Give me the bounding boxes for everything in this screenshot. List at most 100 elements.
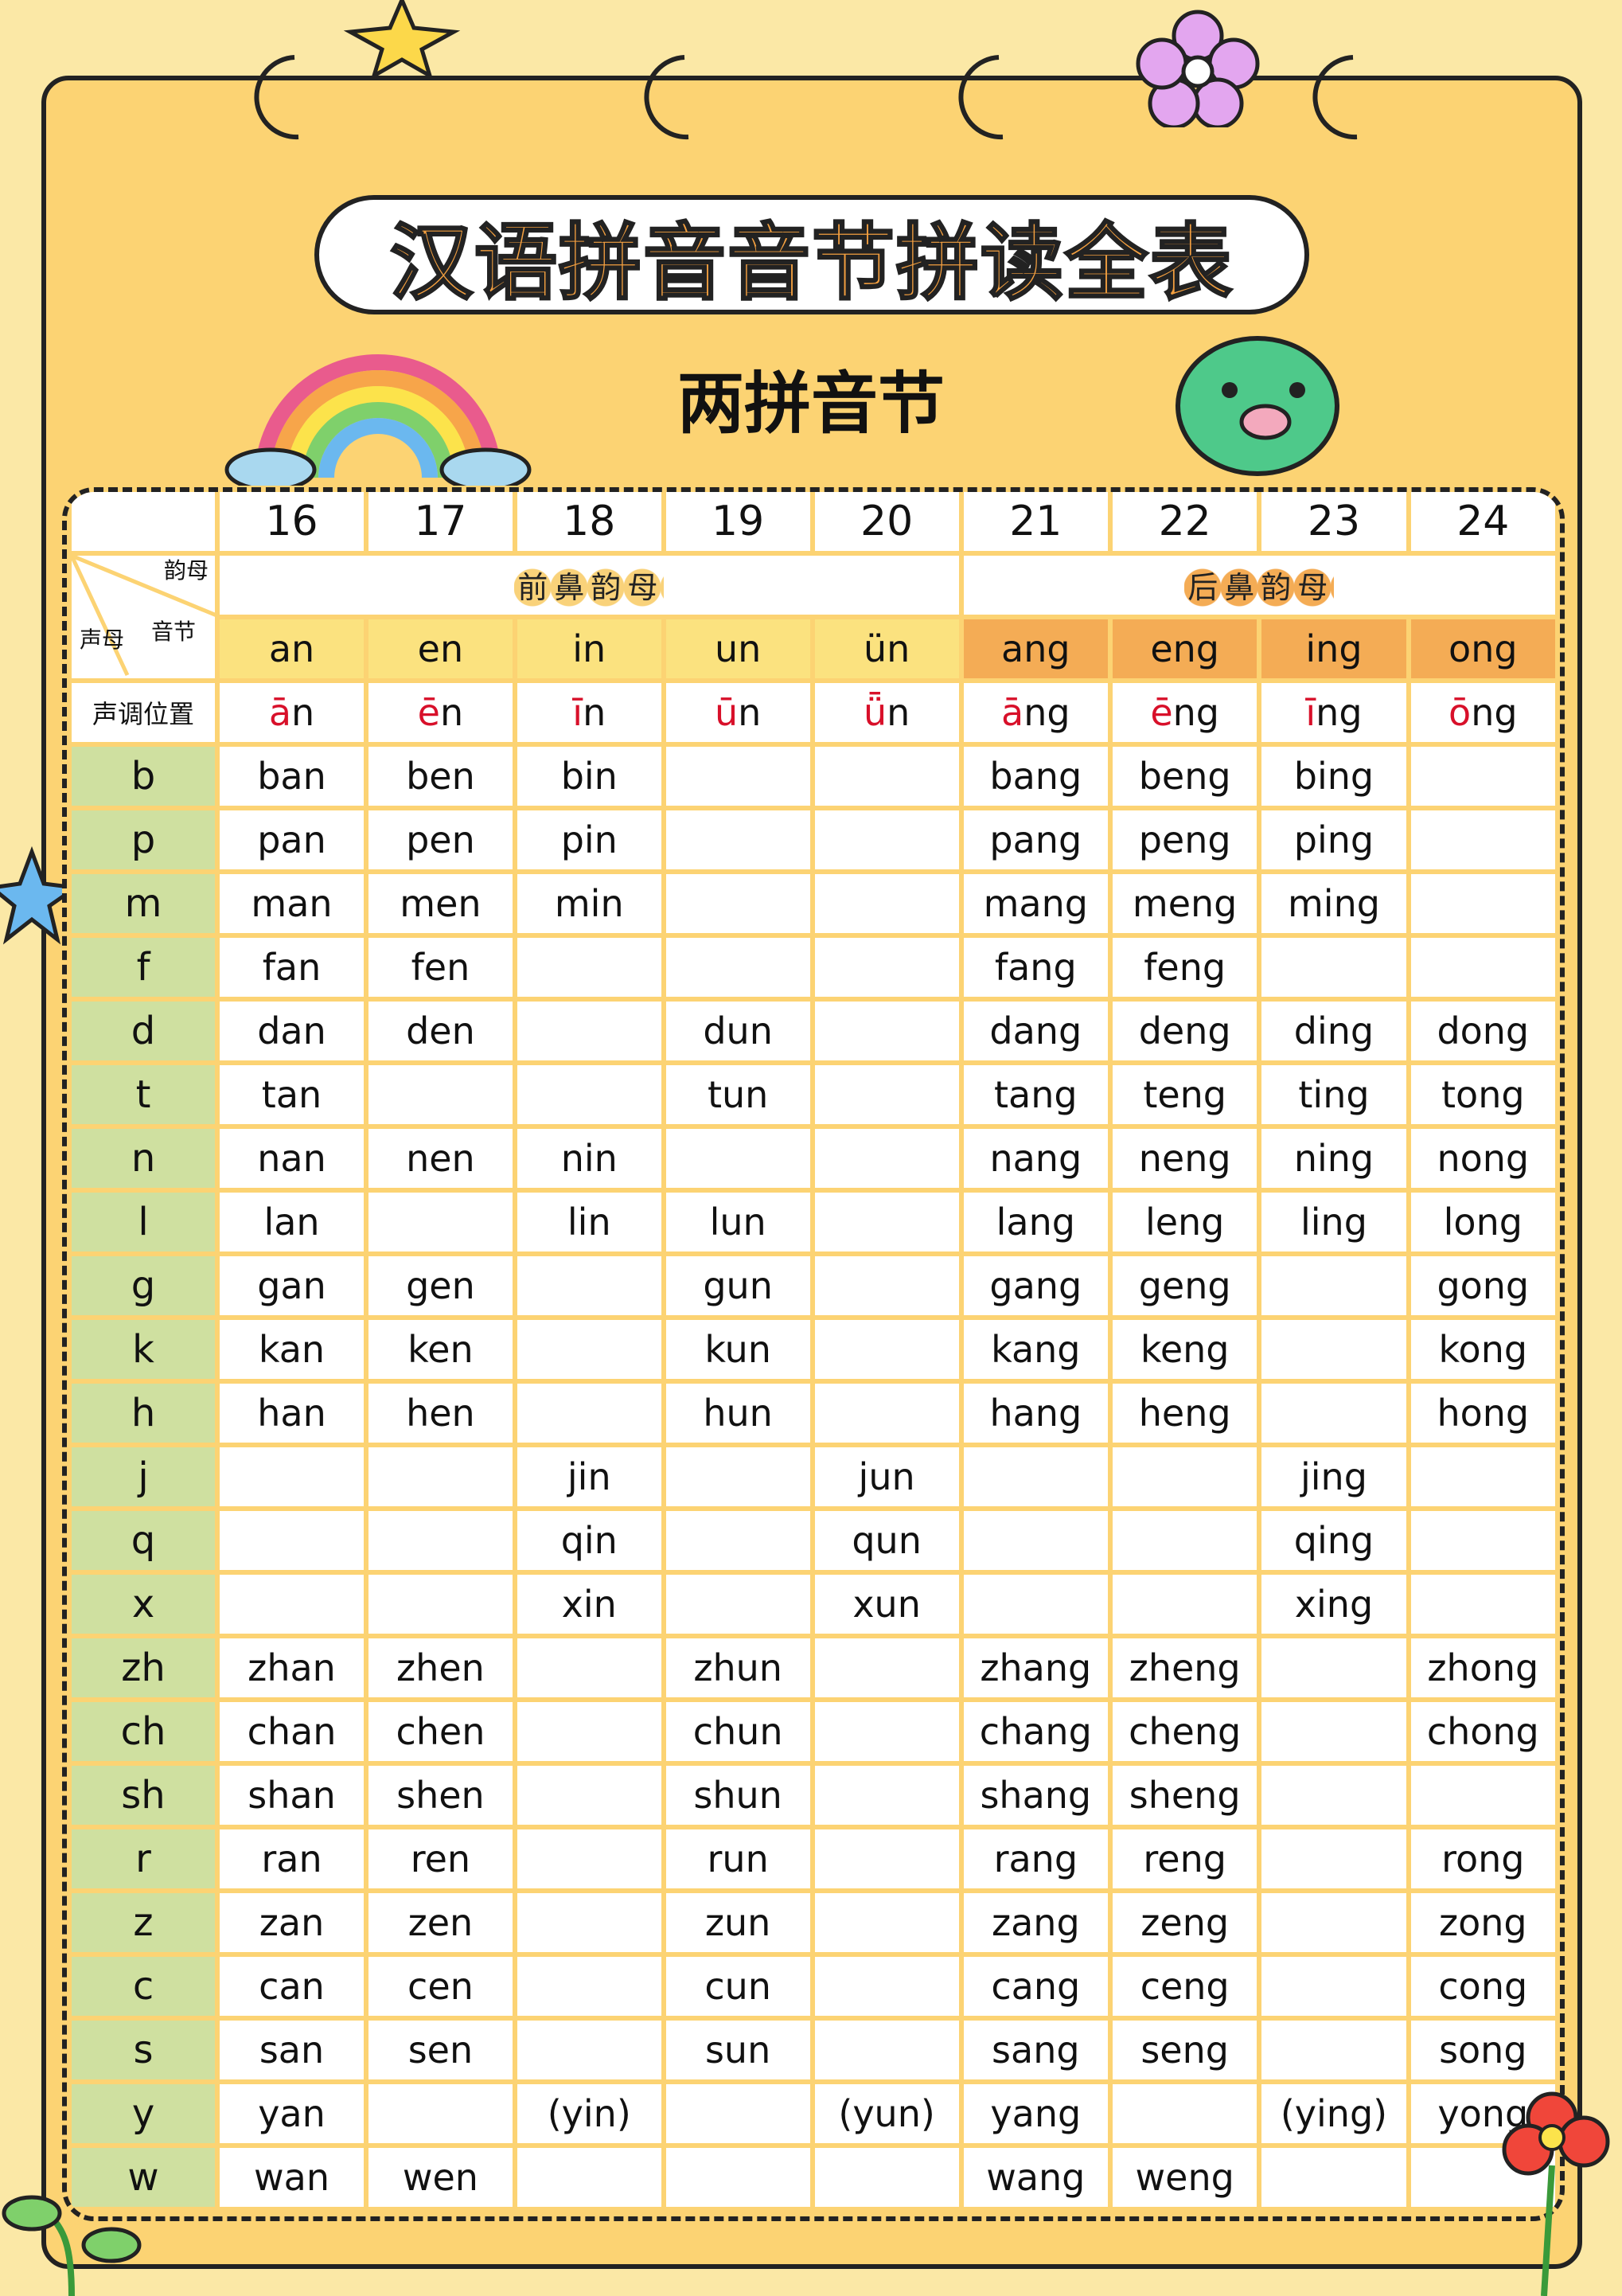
title-banner: 汉语拼音音节拼读全表 [314,195,1309,314]
syllable-cell [814,938,959,997]
syllable-cell [665,1447,810,1506]
syllable-cell [1112,2084,1257,2143]
table-row: x xin xun xing [72,1575,1555,1634]
syllable-cell [517,1256,661,1315]
moon-icon [254,55,299,140]
syllable-cell: nin [517,1129,661,1188]
syllable-cell: tan [220,1065,364,1124]
syllable-cell: ming [1261,874,1406,933]
syllable-cell: deng [1112,1002,1257,1060]
syllable-cell: tong [1410,1065,1555,1124]
syllable-cell: cun [665,1957,810,2016]
syllable-cell [665,1575,810,1634]
syllable-cell: gang [963,1256,1108,1315]
syllable-cell [665,810,810,869]
syllable-cell: ding [1261,1002,1406,1060]
tone-position-cell: ēng [1112,683,1257,742]
category-row: 韵母 音节 声母 前鼻韵母 后鼻韵母 [72,556,1555,678]
column-number: 16 [220,492,364,551]
tone-rest: ng [1471,691,1518,734]
initial-cell: s [72,2021,216,2079]
syllable-cell [368,2084,513,2143]
syllable-cell: feng [1112,938,1257,997]
blank-cell [72,492,216,551]
syllable-cell: zang [963,1893,1108,1952]
syllable-cell: dun [665,1002,810,1060]
tone-position-cell: īng [1261,683,1406,742]
syllable-cell: zhun [665,1638,810,1697]
syllable-cell [1410,1511,1555,1570]
initial-cell: d [72,1002,216,1060]
table-row: d dan den dun dang deng ding dong [72,1002,1555,1060]
syllable-cell [1410,810,1555,869]
syllable-cell: weng [1112,2148,1257,2207]
syllable-cell [368,1447,513,1506]
syllable-cell: lang [963,1193,1108,1251]
syllable-cell [1112,1511,1257,1570]
syllable-cell: hang [963,1384,1108,1443]
syllable-cell [1261,1638,1406,1697]
syllable-cell: ning [1261,1129,1406,1188]
initial-cell: b [72,747,216,806]
syllable-cell: meng [1112,874,1257,933]
initial-cell: r [72,1829,216,1888]
syllable-cell [368,1065,513,1124]
syllable-cell: fen [368,938,513,997]
syllable-cell: ping [1261,810,1406,869]
syllable-cell: lan [220,1193,364,1251]
tone-mark: ī [1305,691,1316,734]
syllable-cell [963,1575,1108,1634]
syllable-cell: wang [963,2148,1108,2207]
syllable-cell [517,1766,661,1825]
syllable-cell: (ying) [1261,2084,1406,2143]
syllable-cell [963,1511,1108,1570]
syllable-cell: wen [368,2148,513,2207]
syllable-cell: qun [814,1511,959,1570]
syllable-cell: beng [1112,747,1257,806]
column-number: 18 [517,492,661,551]
tone-position-cell: ōng [1410,683,1555,742]
syllable-cell: bang [963,747,1108,806]
syllable-cell: nen [368,1129,513,1188]
syllable-cell: mang [963,874,1108,933]
tone-mark: ō [1448,691,1472,734]
tone-rest: ng [1172,691,1219,734]
tone-position-cell: ǖn [814,683,959,742]
tone-position-row: 声调位置 ān ēn īn ūn ǖn āng ēng īng ōng [72,683,1555,742]
category-back-nasal: 后鼻韵母 [963,556,1555,615]
syllable-cell: sang [963,2021,1108,2079]
syllable-cell [517,938,661,997]
initial-cell: x [72,1575,216,1634]
syllable-cell: lin [517,1193,661,1251]
corner-label-final: 韵母 [164,557,209,584]
column-number: 24 [1410,492,1555,551]
initial-cell: z [72,1893,216,1952]
syllable-cell [665,1129,810,1188]
syllable-cell: pang [963,810,1108,869]
syllable-cell: lun [665,1193,810,1251]
final-header: en [368,619,513,678]
syllable-cell: nong [1410,1129,1555,1188]
final-header: un [665,619,810,678]
syllable-cell [814,1320,959,1379]
tone-position-cell: ūn [665,683,810,742]
initial-cell: h [72,1384,216,1443]
syllable-cell: ling [1261,1193,1406,1251]
final-header: eng [1112,619,1257,678]
tone-mark: ǖ [863,691,887,734]
syllable-cell [665,2084,810,2143]
table-row: h han hen hun hang heng hong [72,1384,1555,1443]
syllable-cell: leng [1112,1193,1257,1251]
syllable-cell: (yun) [814,2084,959,2143]
tone-mark: ā [1001,691,1024,734]
syllable-cell: neng [1112,1129,1257,1188]
table-row: g gan gen gun gang geng gong [72,1256,1555,1315]
syllable-cell: zeng [1112,1893,1257,1952]
rainbow-icon [224,354,532,486]
column-number: 22 [1112,492,1257,551]
initial-cell: f [72,938,216,997]
syllable-cell [665,1511,810,1570]
syllable-cell: ken [368,1320,513,1379]
syllable-cell [814,1256,959,1315]
syllable-cell: pen [368,810,513,869]
